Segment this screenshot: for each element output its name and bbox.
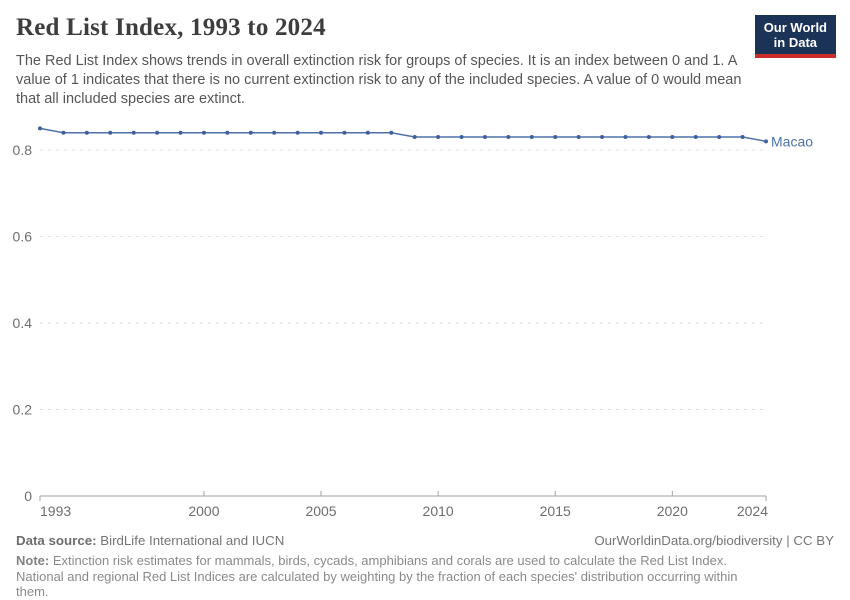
series-label-macao: Macao xyxy=(771,133,813,149)
data-source-label: Data source: xyxy=(16,533,97,548)
data-point-marker xyxy=(178,130,183,135)
data-point-marker xyxy=(646,135,651,140)
y-tick-label: 0.2 xyxy=(13,402,33,418)
chart-subtitle: The Red List Index shows trends in overa… xyxy=(16,53,742,107)
x-tick-label: 2024 xyxy=(737,503,768,519)
note-text: Extinction risk estimates for mammals, b… xyxy=(16,553,738,599)
owid-url-link[interactable]: OurWorldinData.org/biodiversity | CC BY xyxy=(594,533,834,548)
note-label: Note: xyxy=(16,553,50,568)
data-point-marker xyxy=(717,135,722,140)
data-point-marker xyxy=(529,135,534,140)
owid-logo: Our World in Data xyxy=(754,15,836,58)
page-title: Red List Index, 1993 to 2024 xyxy=(16,14,326,41)
x-tick-label: 2010 xyxy=(423,503,454,519)
data-point-marker xyxy=(108,130,113,135)
owid-logo-line2: in Data xyxy=(773,35,818,50)
data-point-marker xyxy=(693,135,698,140)
data-point-marker xyxy=(225,130,230,135)
data-point-marker xyxy=(342,130,347,135)
y-tick-label: 0 xyxy=(24,488,32,504)
data-point-marker xyxy=(295,130,300,135)
data-point-marker xyxy=(61,130,66,135)
data-point-marker xyxy=(412,135,417,140)
data-point-marker xyxy=(576,135,581,140)
chart-footer: Data source: BirdLife International and … xyxy=(16,533,834,548)
data-point-marker xyxy=(670,135,675,140)
data-point-marker xyxy=(600,135,605,140)
data-point-marker xyxy=(740,135,745,140)
data-point-marker xyxy=(459,135,464,140)
data-point-marker xyxy=(365,130,370,135)
y-tick-label: 0.8 xyxy=(13,142,33,158)
x-tick-label: 2000 xyxy=(188,503,219,519)
y-tick-label: 0.6 xyxy=(13,229,33,245)
data-point-marker xyxy=(553,135,558,140)
data-point-marker xyxy=(482,135,487,140)
x-tick-label: 1993 xyxy=(40,503,71,519)
data-point-marker xyxy=(623,135,628,140)
data-point-marker xyxy=(319,130,324,135)
data-point-marker xyxy=(155,130,160,135)
owid-logo-line1: Our World xyxy=(763,20,827,35)
data-point-marker xyxy=(84,130,89,135)
x-tick-label: 2020 xyxy=(657,503,688,519)
data-point-marker xyxy=(389,130,394,135)
data-point-marker xyxy=(506,135,511,140)
chart-note: Note: Extinction risk estimates for mamm… xyxy=(16,553,764,600)
data-point-marker xyxy=(272,130,277,135)
data-source-text: Data source: BirdLife International and … xyxy=(16,533,284,548)
data-point-marker xyxy=(201,130,206,135)
data-point-marker xyxy=(436,135,441,140)
data-point-marker xyxy=(131,130,136,135)
series-line-macao xyxy=(39,127,767,143)
x-tick-label: 2005 xyxy=(305,503,336,519)
data-point-marker xyxy=(38,126,42,131)
y-tick-label: 0.4 xyxy=(13,315,33,331)
x-tick-label: 2015 xyxy=(540,503,571,519)
data-point-marker xyxy=(248,130,253,135)
data-source-value: BirdLife International and IUCN xyxy=(96,533,285,548)
data-point-marker xyxy=(764,139,768,144)
